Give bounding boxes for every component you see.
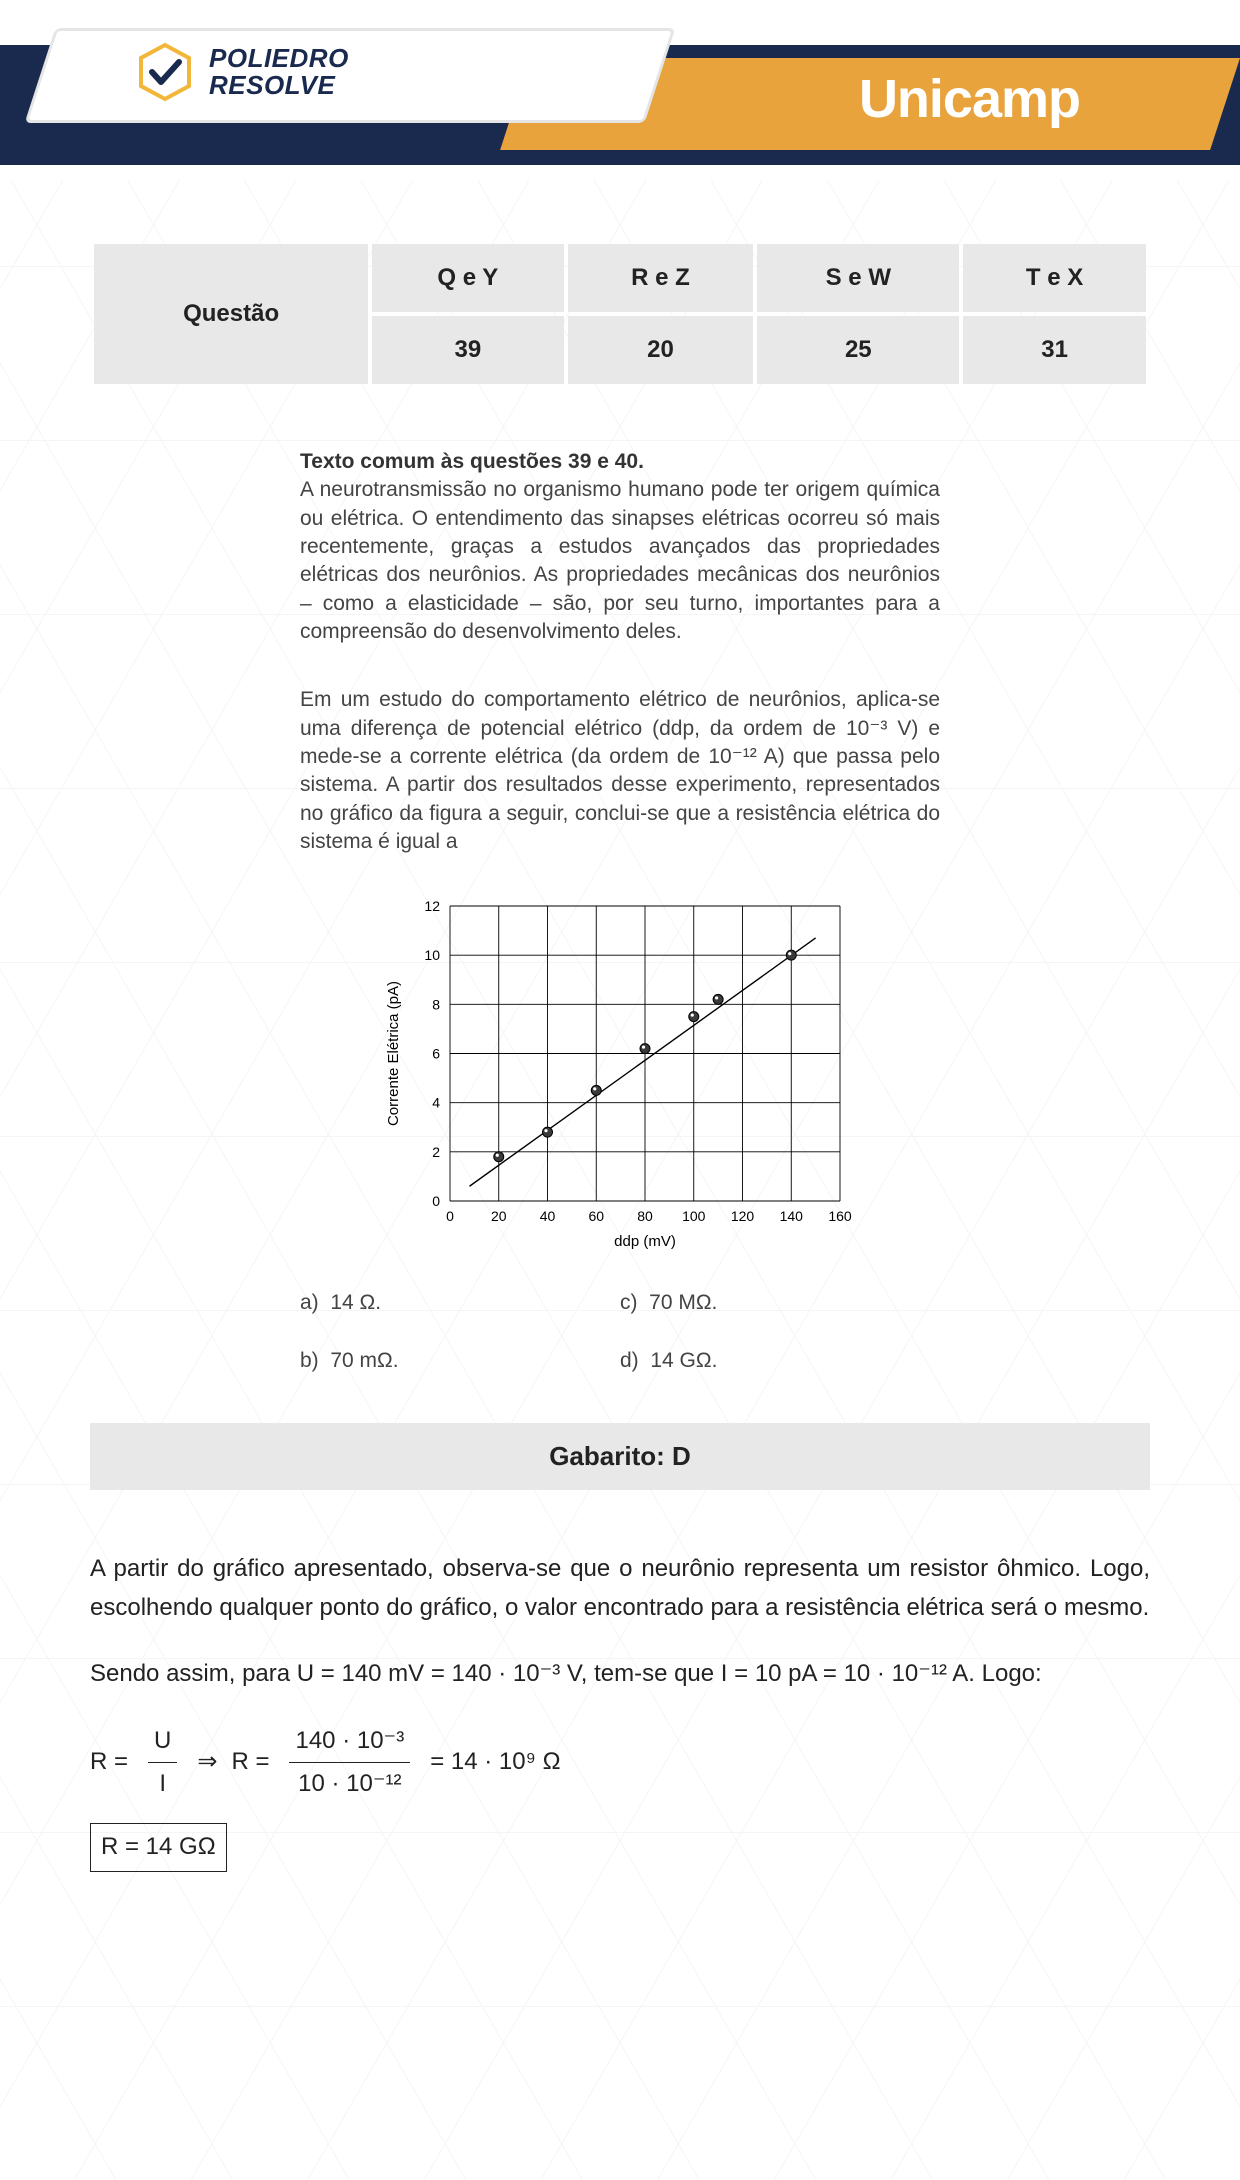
svg-text:8: 8 [432,997,440,1013]
svg-text:160: 160 [828,1208,852,1224]
chart-svg: 0 20 40 60 80 100 120 140 160 0 2 4 6 8 10 12 ddp (mV) Co… [380,896,860,1256]
logo-block: POLIEDRO RESOLVE [135,42,349,102]
option-c: c) 70 MΩ. [620,1291,940,1315]
svg-text:60: 60 [588,1208,604,1224]
answer-key-banner: Gabarito: D [90,1423,1150,1490]
svg-text:12: 12 [424,898,440,914]
hexagon-check-icon [135,42,195,102]
table-cell: 20 [568,316,754,384]
svg-text:4: 4 [432,1095,440,1111]
intro-para2: Em um estudo do comportamento elétrico d… [300,688,940,853]
table-cell: 31 [963,316,1146,384]
fraction-numeric: 140 · 10⁻³ 10 · 10⁻¹² [289,1722,410,1804]
intro-text-block: Texto comum às questões 39 e 40. A neuro… [300,448,940,646]
table-col-header: T e X [963,244,1146,312]
page-header: POLIEDRO RESOLVE Unicamp [0,0,1240,180]
answer-options: a) 14 Ω. c) 70 MΩ. b) 70 mΩ. d) 14 GΩ. [300,1291,940,1373]
svg-text:10: 10 [424,948,440,964]
svg-text:40: 40 [540,1208,556,1224]
svg-text:100: 100 [682,1208,706,1224]
header-white-ribbon [25,28,676,123]
table-cell: 39 [372,316,563,384]
resistance-equation: R = U I ⇒ R = 140 · 10⁻³ 10 · 10⁻¹² = 14… [90,1722,1150,1804]
table-cell: 25 [757,316,959,384]
svg-text:ddp (mV): ddp (mV) [614,1233,676,1250]
iv-chart: 0 20 40 60 80 100 120 140 160 0 2 4 6 8 10 12 ddp (mV) Co… [380,896,860,1261]
table-row-header: Questão [94,244,368,384]
page-content: Questão Q e Y R e Z S e W T e X 39 20 25… [0,180,1240,1952]
logo-line1: POLIEDRO [209,45,349,72]
svg-text:2: 2 [432,1144,440,1160]
svg-text:80: 80 [637,1208,653,1224]
boxed-result: R = 14 GΩ [90,1823,227,1871]
table-col-header: S e W [757,244,959,312]
option-b: b) 70 mΩ. [300,1349,620,1373]
intro-para1: A neurotransmissão no organismo humano p… [300,478,940,643]
option-a: a) 14 Ω. [300,1291,620,1315]
solution-p1: A partir do gráfico apresentado, observa… [90,1550,1150,1627]
solution-block: A partir do gráfico apresentado, observa… [90,1550,1150,1871]
svg-text:140: 140 [780,1208,804,1224]
logo-text: POLIEDRO RESOLVE [209,45,349,100]
svg-text:0: 0 [432,1193,440,1209]
svg-text:Corrente Elétrica (pA): Corrente Elétrica (pA) [385,981,402,1126]
question-text-block: Em um estudo do comportamento elétrico d… [300,686,940,856]
option-d: d) 14 GΩ. [620,1349,940,1373]
table-col-header: Q e Y [372,244,563,312]
question-mapping-table: Questão Q e Y R e Z S e W T e X 39 20 25… [90,240,1150,388]
logo-line2: RESOLVE [209,72,349,99]
svg-text:0: 0 [446,1208,454,1224]
intro-lead: Texto comum às questões 39 e 40. [300,450,644,473]
svg-text:6: 6 [432,1046,440,1062]
fraction-U-over-I: U I [148,1722,177,1804]
svg-text:20: 20 [491,1208,507,1224]
table-col-header: R e Z [568,244,754,312]
solution-p2: Sendo assim, para U = 140 mV = 140 · 10⁻… [90,1655,1150,1693]
university-name: Unicamp [859,68,1080,130]
svg-text:120: 120 [731,1208,755,1224]
